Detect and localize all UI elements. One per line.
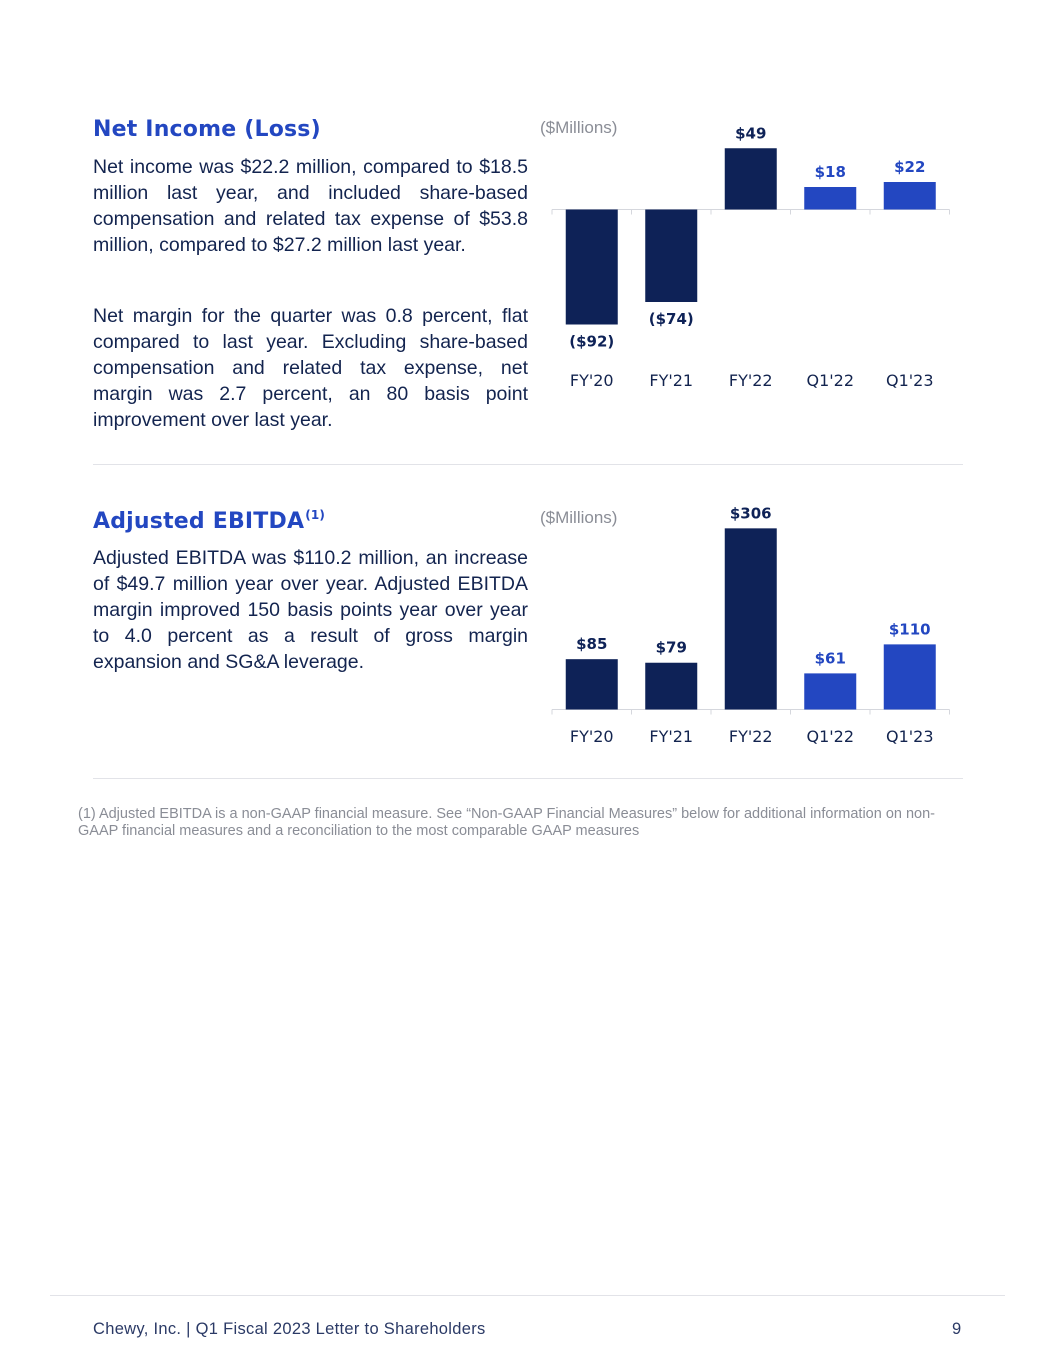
ebitda-category-label: FY'22 bbox=[729, 727, 773, 746]
adjusted-ebitda-title-text: Adjusted EBITDA bbox=[93, 509, 305, 534]
net-income-data-label: $22 bbox=[894, 158, 925, 176]
footnote-text: (1) Adjusted EBITDA is a non-GAAP financ… bbox=[78, 806, 936, 839]
footer-divider bbox=[50, 1295, 1005, 1296]
ebitda-data-label: $61 bbox=[815, 649, 846, 667]
adjusted-ebitda-paragraph: Adjusted EBITDA was $110.2 million, an i… bbox=[93, 547, 528, 673]
net-income-bar bbox=[565, 209, 618, 325]
net-income-title: Net Income (Loss) bbox=[93, 117, 321, 142]
ebitda-data-label: $85 bbox=[576, 635, 607, 653]
net-income-bar bbox=[883, 182, 936, 210]
ebitda-category-label: Q1'22 bbox=[806, 727, 854, 746]
net-income-category-label: FY'20 bbox=[570, 371, 614, 390]
footnote-marker: (1) bbox=[305, 508, 326, 522]
net-income-data-label: $49 bbox=[735, 124, 766, 142]
section-divider bbox=[93, 464, 963, 465]
net-income-paragraph-2: Net margin for the quarter was 0.8 perce… bbox=[93, 305, 528, 431]
ebitda-data-label: $110 bbox=[889, 620, 931, 638]
net-income-data-label: ($74) bbox=[649, 310, 694, 328]
ebitda-category-label: FY'20 bbox=[570, 727, 614, 746]
ebitda-category-label: FY'21 bbox=[649, 727, 693, 746]
footnote-divider bbox=[93, 778, 963, 779]
net-income-data-label: ($92) bbox=[569, 333, 614, 351]
net-income-bar bbox=[645, 209, 698, 302]
footer-text: Chewy, Inc. | Q1 Fiscal 2023 Letter to S… bbox=[93, 1320, 486, 1338]
ebitda-bar bbox=[724, 528, 777, 710]
ebitda-category-label: Q1'23 bbox=[886, 727, 934, 746]
ebitda-data-label: $79 bbox=[656, 639, 687, 657]
net-income-category-label: Q1'22 bbox=[806, 371, 854, 390]
net-income-category-label: FY'21 bbox=[649, 371, 693, 390]
net-income-bar bbox=[724, 148, 777, 210]
adjusted-ebitda-chart: $85 FY'20 $79 FY'21 $306 FY'22 $61 Q1'22 $110 Q1'… bbox=[551, 504, 950, 746]
net-income-unit-label: ($Millions) bbox=[540, 118, 618, 137]
ebitda-bar bbox=[645, 662, 698, 710]
ebitda-bar bbox=[883, 644, 936, 710]
ebitda-data-label: $306 bbox=[730, 504, 772, 522]
ebitda-bar bbox=[565, 659, 618, 710]
net-income-data-label: $18 bbox=[815, 163, 846, 181]
adjusted-ebitda-title: Adjusted EBITDA(1) bbox=[93, 508, 325, 534]
page-number: 9 bbox=[952, 1320, 962, 1338]
net-income-category-label: Q1'23 bbox=[886, 371, 934, 390]
adjusted-ebitda-unit-label: ($Millions) bbox=[540, 508, 618, 527]
net-income-category-label: FY'22 bbox=[729, 371, 773, 390]
net-income-chart: ($92) FY'20 ($74) FY'21 $49 FY'22 $18 Q1'22 $22 Q… bbox=[551, 124, 950, 390]
net-income-paragraph-1: Net income was $22.2 million, compared t… bbox=[93, 156, 528, 256]
net-income-bar bbox=[804, 187, 857, 210]
ebitda-bar bbox=[804, 673, 857, 710]
